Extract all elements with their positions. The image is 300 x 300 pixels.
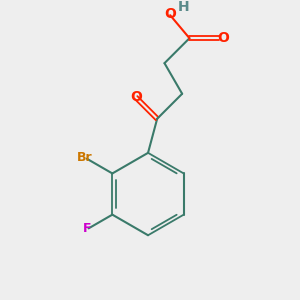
Text: O: O — [130, 89, 142, 103]
Text: O: O — [218, 31, 229, 45]
Text: O: O — [164, 7, 176, 21]
Text: F: F — [83, 222, 92, 235]
Text: H: H — [178, 0, 190, 14]
Text: Br: Br — [77, 151, 93, 164]
